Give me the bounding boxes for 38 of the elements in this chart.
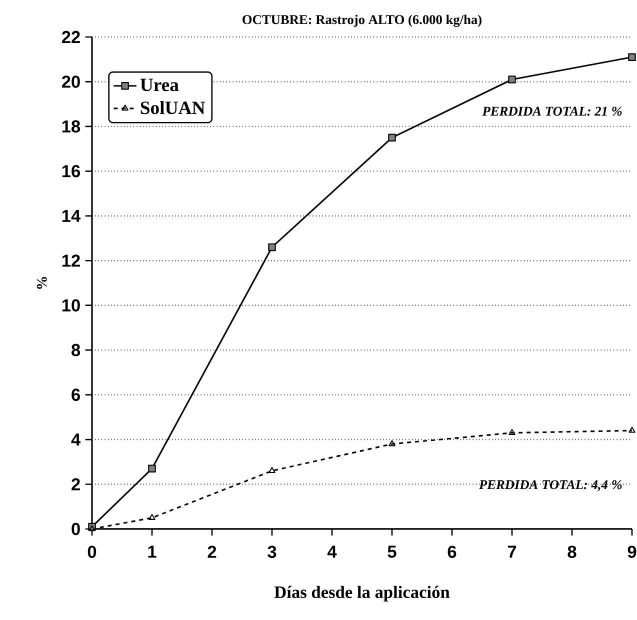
x-tick-label: 8 (568, 546, 576, 558)
x-tick-label: 6 (448, 546, 456, 558)
x-tick-label: 0 (88, 546, 96, 558)
x-tick-label: 1 (148, 546, 156, 558)
y-tick-label: 4 (71, 434, 81, 446)
y-tick-label: 0 (72, 522, 80, 536)
y-tick-label: 16 (62, 165, 80, 178)
x-tick-label: 2 (208, 546, 216, 558)
x-tick-label: 3 (268, 546, 276, 558)
y-tick-label: 8 (72, 344, 80, 356)
annotation: PERDIDA TOTAL: 21 % (482, 106, 622, 116)
point (268, 243, 276, 252)
y-tick-label: 6 (72, 388, 80, 401)
chart-title: OCTUBRE: Rastrojo ALTO (6.000 kg/ha) (242, 14, 482, 27)
point (388, 440, 396, 446)
point (388, 134, 396, 142)
y-axis-title: % (36, 277, 47, 289)
legend-label: Urea (140, 78, 179, 92)
y-tick-label: 18 (62, 120, 80, 133)
y-tick-label: 12 (62, 254, 80, 267)
y-tick-label: 20 (62, 76, 80, 88)
point (148, 514, 156, 520)
point (508, 428, 516, 436)
x-tick-label: 9 (628, 546, 636, 558)
y-tick-label: 10 (62, 299, 80, 312)
x-tick-label: 4 (327, 546, 337, 558)
x-tick-label: 7 (508, 546, 516, 558)
x-tick-label: 5 (388, 546, 396, 558)
point (628, 426, 636, 433)
x-axis-title: Días desde la aplicación (274, 586, 450, 602)
point (148, 464, 156, 472)
y-tick-label: 14 (62, 210, 81, 222)
point (508, 76, 516, 84)
y-tick-label: 2 (72, 478, 80, 490)
annotation: PERDIDA TOTAL: 4,4 % (478, 480, 622, 492)
y-tick-label: 22 (62, 30, 80, 44)
legend-label: SolUAN (140, 100, 205, 114)
point (268, 466, 276, 474)
